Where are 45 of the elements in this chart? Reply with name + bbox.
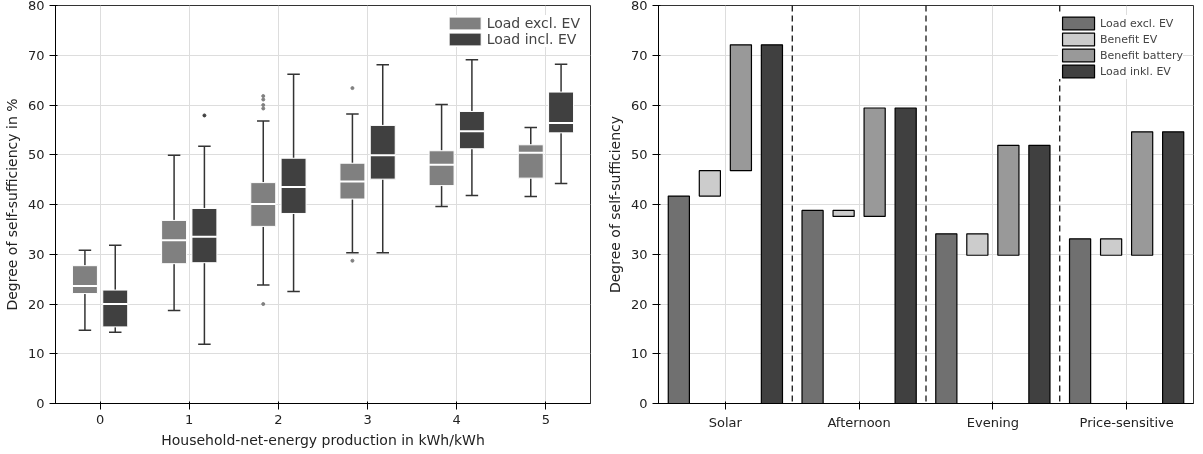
x-tick-label: Price-sensitive [1079, 414, 1174, 430]
bar [863, 107, 886, 218]
legend-label: Load excl. EV [1100, 16, 1174, 30]
y-tick-label: 10 [630, 346, 648, 362]
bar [1130, 131, 1154, 256]
y-tick-label: 50 [27, 147, 45, 163]
y-tick-label: 40 [630, 197, 648, 212]
y-axis-title: Degree of self-sufficiency in % [3, 98, 20, 311]
y-tick-label: 0 [36, 396, 45, 411]
y-tick-label: 0 [639, 396, 648, 411]
x-tick-label: 1 [185, 411, 194, 427]
y-tick-label: 60 [630, 97, 648, 113]
legend-label: Benefit battery [1100, 48, 1183, 62]
x-tick-label: 3 [363, 411, 372, 427]
x-tick-label: 0 [95, 411, 105, 427]
y-tick-label: 70 [630, 47, 648, 63]
legend-label: Load excl. EV [486, 15, 580, 31]
legend-label: Load incl. EV [486, 31, 577, 47]
y-tick-label: 30 [630, 246, 648, 262]
y-tick-label: 80 [630, 0, 648, 13]
bar [832, 209, 855, 218]
x-tick-label: 5 [541, 411, 551, 427]
x-tick-label: 2 [274, 411, 283, 427]
y-tick-label: 60 [27, 97, 45, 113]
x-tick-label: Evening [966, 414, 1019, 430]
y-tick-label: 40 [27, 197, 45, 212]
bar [966, 233, 989, 256]
legend-label: Benefit EV [1100, 32, 1158, 46]
x-tick-label: 4 [452, 411, 461, 427]
bar [698, 170, 722, 197]
x-tick-label: Solar [708, 414, 743, 430]
y-tick-label: 70 [27, 47, 45, 63]
x-tick-label: Afternoon [827, 414, 891, 430]
y-axis-title: Degree of self-sufficiency [606, 115, 623, 294]
bar [729, 44, 753, 172]
y-tick-label: 20 [27, 296, 45, 312]
y-tick-label: 30 [27, 246, 45, 262]
y-tick-label: 50 [630, 147, 648, 163]
bar [1099, 238, 1123, 256]
y-tick-label: 80 [27, 0, 45, 13]
bar [997, 144, 1020, 256]
x-axis-title: Household-net-energy production in kWh/kWh [161, 431, 485, 448]
y-tick-label: 10 [27, 346, 45, 362]
y-tick-label: 20 [630, 296, 648, 312]
legend-label: Load inkl. EV [1100, 64, 1171, 78]
